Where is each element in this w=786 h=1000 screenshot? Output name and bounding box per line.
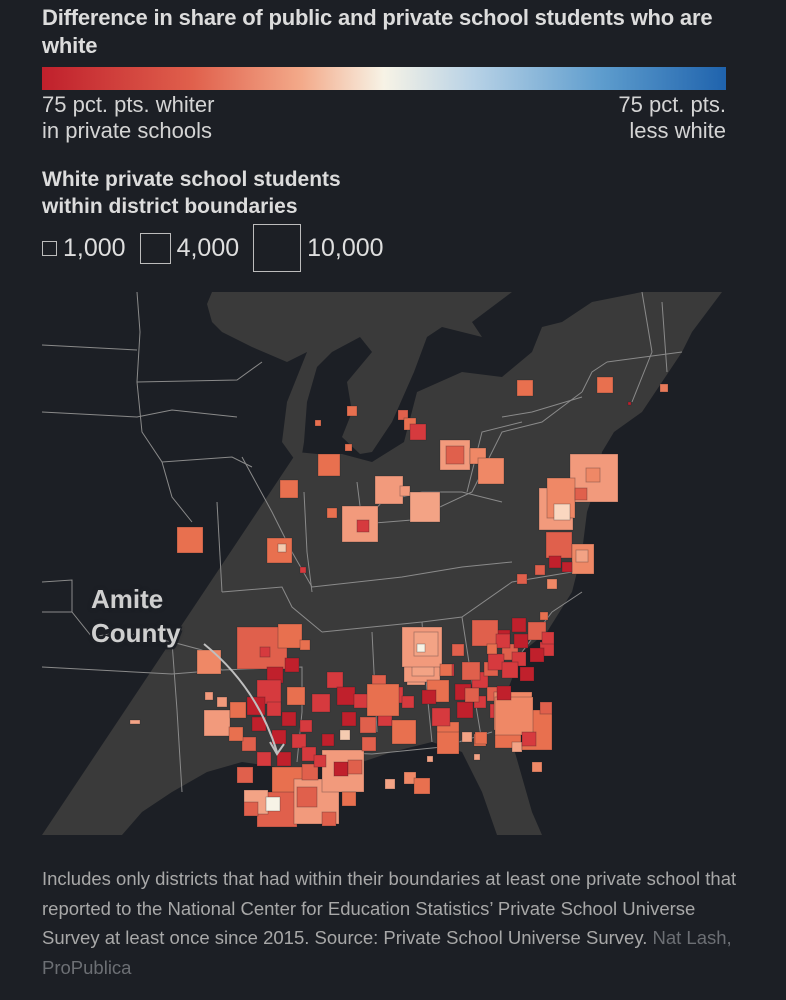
color-scale-right-label: 75 pct. pts. less white xyxy=(618,92,726,144)
chart-title: Difference in share of public and privat… xyxy=(42,5,713,58)
map-area[interactable] xyxy=(42,292,742,835)
size-label-4000: 4,000 xyxy=(176,233,240,262)
size-square-10000-icon xyxy=(253,224,302,272)
right-label-line1: 75 pct. pts. xyxy=(618,92,726,117)
size-legend: 1,000 4,000 10,000 xyxy=(42,222,398,274)
annotation-arrow xyxy=(203,643,278,753)
size-label-1000: 1,000 xyxy=(63,233,126,262)
size-label-10000: 10,000 xyxy=(307,233,384,262)
right-label-line2: less white xyxy=(629,118,726,143)
size-title-line1: White private school students xyxy=(42,168,341,191)
callout-line1: Amite xyxy=(91,584,164,614)
size-square-1000-icon xyxy=(42,240,57,256)
size-title-line2: within district boundaries xyxy=(42,195,298,218)
footnote-text: Includes only districts that had within … xyxy=(42,868,737,948)
color-scale-left-label: 75 pct. pts. whiter in private schools xyxy=(42,92,214,144)
left-label-line2: in private schools xyxy=(42,118,212,143)
size-legend-title: White private school students within dis… xyxy=(42,166,341,220)
size-square-4000-icon xyxy=(139,232,171,264)
credit-text: Nat Lash, ProPublica xyxy=(42,927,732,978)
footnote: Includes only districts that had within … xyxy=(42,864,742,982)
district-markers xyxy=(176,376,669,590)
source-text: Source: Private School Universe Survey. xyxy=(314,927,648,948)
amite-county-label: Amite County xyxy=(91,582,181,650)
color-scale-bar xyxy=(42,67,726,90)
map-svg xyxy=(42,292,742,835)
left-label-line1: 75 pct. pts. whiter xyxy=(42,92,215,117)
callout-line2: County xyxy=(91,618,181,648)
